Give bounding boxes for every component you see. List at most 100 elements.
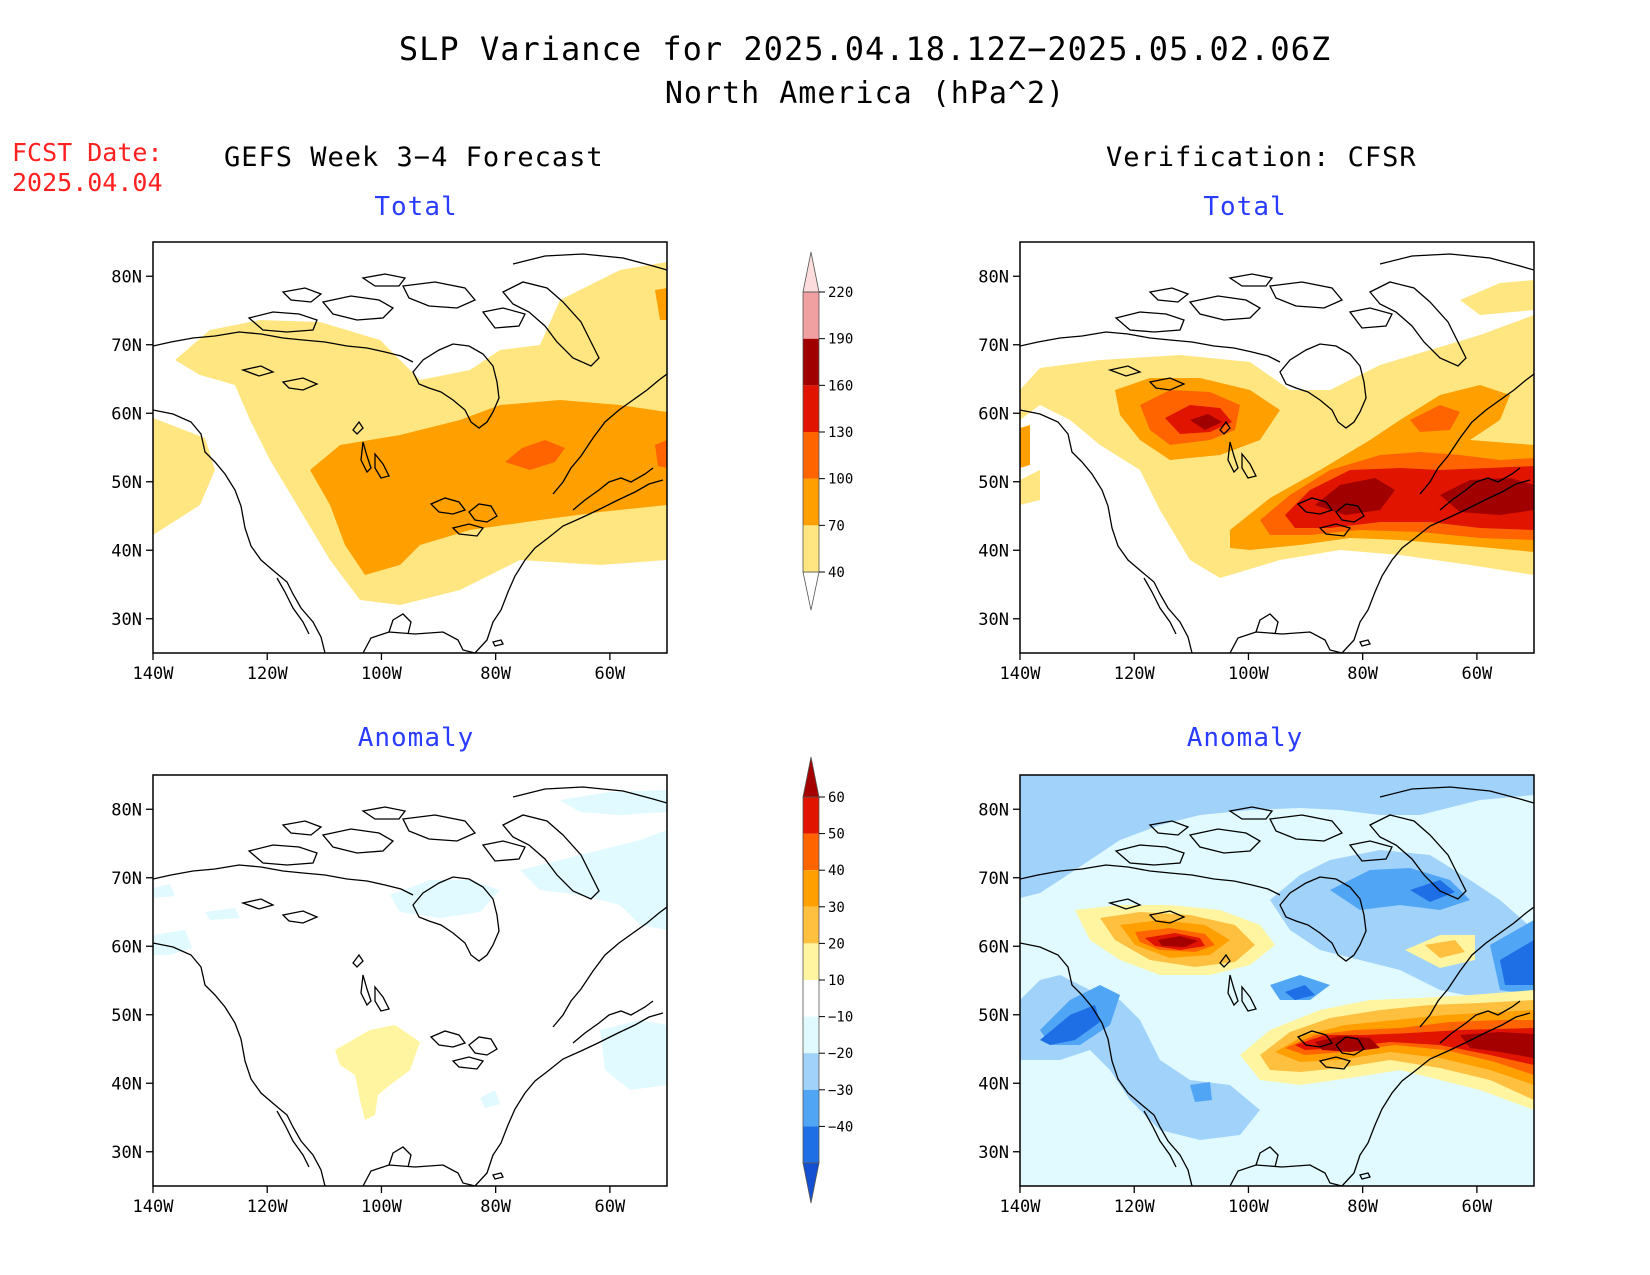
colorbar-label: 40 [828,863,845,879]
colorbar-cell [802,571,820,611]
contour-anom-neg40 [1040,1005,1100,1045]
left-column-title: GEFS Week 3−4 Forecast [224,142,604,173]
coastline [1269,814,1344,842]
coastline [361,273,407,287]
map-axes: 80N 70N 60N 50N 40N 30N 140W 120W 100W 80W 60W [111,267,626,684]
coastline-group [1020,786,1534,1186]
lat-tick-label: 80N [978,800,1009,820]
coastline [281,910,319,924]
contour-anom-neg10 [560,790,667,815]
lat-tick-label: 40N [111,1074,142,1094]
main-title: SLP Variance for 2025.04.18.12Z−2025.05.… [398,30,1332,68]
coastline [1359,639,1371,647]
map-axes: 80N 70N 60N 50N 40N 30N 140W 120W 100W 80W 60W [111,800,626,1217]
coastline [1229,631,1343,653]
lat-tick-label: 40N [111,541,142,561]
coastline [412,343,500,429]
coastline [1348,840,1393,862]
panel-title-forecast-anomaly: Anomaly [357,723,475,753]
colorbar-cell [802,251,820,293]
coastline [362,631,476,653]
coastline [501,281,600,367]
coastline [1143,1110,1177,1168]
panel-title-verification-total: Total [1203,192,1287,222]
lon-tick-label: 60W [595,664,626,684]
coastlines [153,786,667,1186]
contour-anom-neg10 [153,884,175,898]
colorbar-cell [803,980,819,1017]
coastline [468,1036,498,1056]
lat-tick-label: 40N [978,1074,1009,1094]
coastline [1148,910,1186,924]
coastline [451,523,485,537]
lon-tick-label: 100W [1228,1197,1270,1217]
lon-tick-label: 120W [247,664,289,684]
coastline [1228,273,1274,287]
map-axes: 80N 70N 60N 50N 40N 30N 140W 120W 100W 80W 60W [978,800,1493,1217]
contour-anom-neg10 [600,1020,667,1090]
coastline [1379,253,1534,271]
coastline [281,377,319,391]
contour-anom-neg10 [205,908,240,920]
coastline [360,441,372,474]
colorbar-label: 130 [828,425,853,441]
lon-tick-label: 140W [1000,1197,1042,1217]
colorbar-label: 10 [828,973,845,989]
coastline-group [153,253,667,653]
coastline [361,806,407,820]
lat-tick-label: 70N [978,336,1009,356]
contour-total-160 [1315,478,1395,515]
main-subtitle: North America (hPa^2) [664,76,1066,111]
coastline [1368,281,1467,367]
coastline [1255,1146,1279,1168]
coastline [1188,295,1262,321]
lat-tick-label: 70N [111,336,142,356]
coastline [276,1110,310,1168]
lat-tick-label: 60N [978,404,1009,424]
coastline [1255,613,1279,635]
colorbar-label: 160 [828,378,853,394]
colorbar-label: 60 [828,790,845,806]
contour-total-100 [505,440,565,470]
lat-tick-label: 30N [111,610,142,630]
colorbar-label: 50 [828,827,845,843]
coastline [1020,331,1281,363]
lat-tick-label: 40N [978,541,1009,561]
coastline [1020,942,1193,1186]
field-verification-anomaly [1020,775,1534,1186]
coastline [572,1000,654,1044]
coastline [362,1164,476,1186]
contour-total-40 [1460,280,1534,315]
contour-total-40 [153,418,215,535]
colorbar-cell [803,1053,819,1090]
contour-total-100 [655,440,667,468]
coastlines [1020,786,1534,1186]
coastline [240,898,275,910]
panel-forecast-anomaly: 80N 70N 60N 50N 40N 30N 140W 120W 100W 80W 60W [111,774,668,1217]
colorbar-cell [803,906,819,944]
coastline [1279,343,1367,429]
coastline [1269,281,1344,309]
coastline [552,906,667,1028]
coastline [1348,307,1393,329]
lat-tick-label: 70N [978,869,1009,889]
coastline [1188,828,1262,854]
colorbar-label: 190 [828,332,853,348]
coastline [1219,953,1231,968]
lon-tick-label: 80W [1347,664,1378,684]
colorbar-label: 100 [828,472,853,488]
contour-anom-neg10 [153,930,192,955]
colorbar-label: 20 [828,936,845,952]
coastline [1114,311,1185,333]
coastline [481,307,526,329]
coastline [1335,1036,1365,1056]
contour-anom-neg10 [390,880,500,918]
coastline [1143,577,1177,635]
coastline [1341,1012,1531,1186]
coastline [1419,373,1534,495]
coastline [1148,820,1190,836]
lat-tick-label: 60N [111,937,142,957]
map-frame [152,241,668,654]
lat-tick-label: 50N [111,473,142,493]
